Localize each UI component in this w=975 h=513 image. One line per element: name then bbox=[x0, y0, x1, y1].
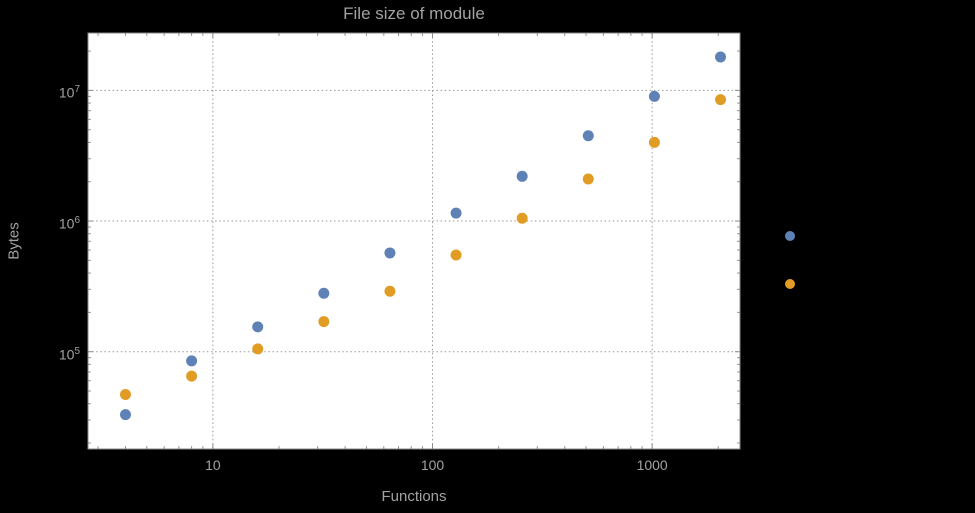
data-point-series-blue bbox=[119, 409, 131, 421]
plot-background bbox=[88, 33, 740, 449]
data-point-series-blue bbox=[715, 51, 727, 63]
plot-frame bbox=[87, 32, 741, 450]
x-tick-label: 100 bbox=[420, 457, 445, 473]
data-point-series-orange bbox=[516, 212, 528, 224]
x-tick-label: 1000 bbox=[636, 457, 668, 473]
y-tick-label: 107 bbox=[58, 84, 80, 102]
legend-marker-series-blue bbox=[785, 231, 795, 241]
x-tick-label: 10 bbox=[205, 457, 221, 473]
data-point-series-orange bbox=[582, 173, 594, 185]
x-axis-label: Functions bbox=[381, 488, 447, 505]
data-point-series-orange bbox=[186, 370, 198, 382]
legend-marker-series-orange bbox=[785, 279, 795, 289]
data-point-series-blue bbox=[648, 90, 660, 102]
data-point-series-blue bbox=[516, 170, 528, 182]
data-point-series-orange bbox=[450, 249, 462, 261]
y-tick-label: 106 bbox=[58, 215, 80, 232]
data-point-series-blue bbox=[582, 130, 594, 142]
data-point-series-blue bbox=[450, 207, 462, 219]
data-point-series-blue bbox=[186, 355, 198, 367]
chart-title: File size of module bbox=[343, 4, 485, 23]
data-point-series-blue bbox=[384, 247, 396, 259]
data-point-series-orange bbox=[119, 389, 131, 401]
y-tick-label: 105 bbox=[58, 345, 80, 363]
data-point-series-blue bbox=[318, 287, 330, 299]
data-point-series-orange bbox=[384, 285, 396, 297]
data-point-series-orange bbox=[715, 94, 727, 106]
data-point-series-orange bbox=[252, 343, 264, 355]
data-point-series-blue bbox=[252, 321, 264, 333]
data-point-series-orange bbox=[318, 316, 330, 328]
data-point-series-orange bbox=[648, 136, 660, 148]
